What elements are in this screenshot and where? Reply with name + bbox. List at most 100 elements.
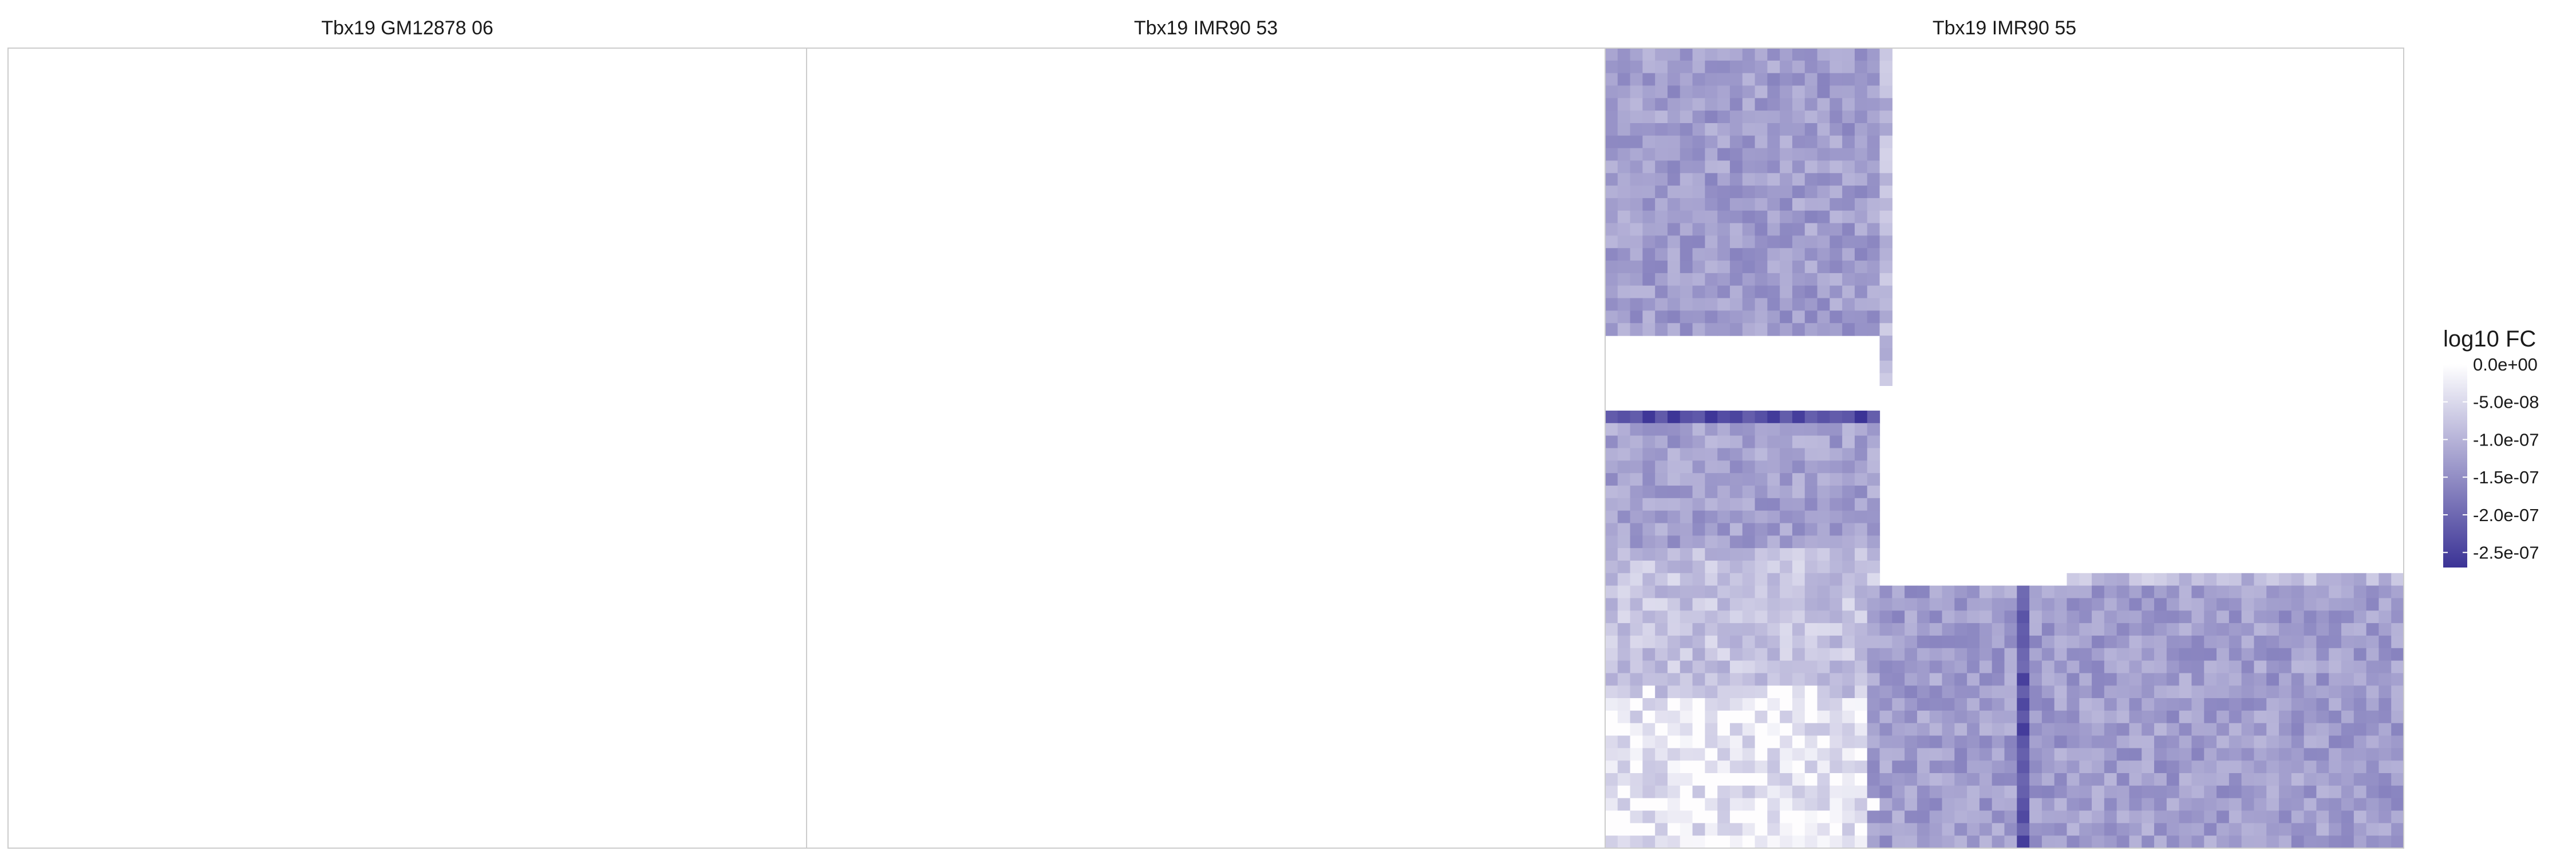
heatmap-cell (1742, 560, 1756, 574)
heatmap-cell (1617, 523, 1631, 536)
heatmap-cell (2154, 761, 2167, 774)
heatmap-cell (2254, 623, 2267, 636)
heatmap-cell (1879, 60, 1893, 74)
heatmap-cell (1867, 198, 1880, 211)
heatmap-cell (2266, 785, 2279, 799)
heatmap-cell (1642, 498, 1656, 511)
heatmap-cell (1692, 785, 1705, 799)
heatmap-cell (1655, 773, 1668, 786)
heatmap-cell (1655, 298, 1668, 311)
heatmap-cell (2391, 685, 2404, 699)
heatmap-cell (1854, 535, 1868, 549)
heatmap-cell (2067, 685, 2080, 699)
heatmap-cell (1929, 598, 1943, 611)
heatmap-cell (1705, 48, 1718, 61)
heatmap-cell (1617, 560, 1631, 574)
heatmap-cell (2017, 735, 2030, 748)
heatmap-cell (1842, 411, 1855, 424)
heatmap-cell (1630, 785, 1643, 799)
heatmap-cell (1879, 798, 1893, 811)
heatmap-cell (1780, 98, 1793, 111)
heatmap-cell (2217, 673, 2230, 686)
heatmap-cell (1992, 823, 2005, 836)
heatmap-cell (2391, 660, 2404, 674)
heatmap-cell (2104, 598, 2117, 611)
heatmap-cell (2092, 735, 2105, 748)
heatmap-cell (1630, 761, 1643, 774)
heatmap-cell (1942, 648, 1955, 661)
heatmap-cell (1867, 186, 1880, 199)
heatmap-cell (1942, 810, 1955, 823)
heatmap-cell (2029, 798, 2042, 811)
heatmap-cell (1717, 460, 1730, 474)
heatmap-cell (1717, 573, 1730, 586)
heatmap-cell (1780, 423, 1793, 436)
heatmap-cell (1967, 585, 1980, 599)
heatmap-cell (1879, 823, 1893, 836)
heatmap-cell (1729, 235, 1743, 249)
heatmap-cell (1967, 823, 1980, 836)
heatmap-cell (1605, 285, 1618, 299)
heatmap-cell (1879, 298, 1893, 311)
heatmap-cell (2179, 685, 2192, 699)
heatmap-cell (1767, 723, 1780, 736)
heatmap-cell (1905, 585, 1918, 599)
heatmap-cell (1642, 135, 1656, 149)
heatmap-cell (1617, 473, 1631, 486)
heatmap-cell (2241, 810, 2255, 823)
heatmap-cell (2179, 810, 2192, 823)
heatmap-cell (2266, 748, 2279, 761)
heatmap-cell (2229, 735, 2242, 748)
heatmap-cell (1717, 610, 1730, 624)
heatmap-cell (1630, 186, 1643, 199)
heatmap-cell (2341, 710, 2354, 724)
heatmap-cell (2229, 598, 2242, 611)
heatmap-cell (1817, 585, 1830, 599)
heatmap-cell (1854, 473, 1868, 486)
heatmap-cell (1842, 60, 1855, 74)
heatmap-cell (2217, 598, 2230, 611)
heatmap-cell (1780, 248, 1793, 261)
heatmap-cell (1705, 648, 1718, 661)
heatmap-cell (1917, 623, 1930, 636)
heatmap-cell (1804, 685, 1818, 699)
heatmap-cell (1817, 323, 1830, 336)
heatmap-cell (1879, 585, 1893, 599)
heatmap-cell (1792, 48, 1805, 61)
heatmap-cell (2291, 598, 2305, 611)
heatmap-cell (1729, 60, 1743, 74)
heatmap-cell (1680, 435, 1693, 449)
heatmap-cell (2379, 685, 2392, 699)
heatmap-cell (1642, 448, 1656, 461)
heatmap-cell (2391, 735, 2404, 748)
heatmap-cell (2254, 635, 2267, 649)
heatmap-cell (1642, 73, 1656, 86)
heatmap-cell (1830, 98, 1843, 111)
heatmap-cell (2041, 836, 2055, 849)
heatmap-cell (1617, 73, 1631, 86)
legend-tick-label: -1.5e-07 (2473, 467, 2539, 487)
heatmap-cell (1642, 510, 1656, 524)
heatmap-cell (2142, 710, 2155, 724)
heatmap-cell (2017, 710, 2030, 724)
heatmap-cell (1667, 735, 1681, 748)
heatmap-cell (1667, 173, 1681, 186)
heatmap-cell (1692, 823, 1705, 836)
heatmap-cell (1854, 273, 1868, 286)
heatmap-cell (1742, 673, 1756, 686)
heatmap-cell (1854, 573, 1868, 586)
heatmap-cell (2329, 698, 2342, 711)
heatmap-cell (2067, 573, 2080, 586)
heatmap-cell (1792, 710, 1805, 724)
heatmap-cell (2079, 810, 2092, 823)
heatmap-cell (2116, 735, 2130, 748)
heatmap-cell (1680, 198, 1693, 211)
heatmap-cell (1617, 735, 1631, 748)
heatmap-cell (1605, 411, 1618, 424)
heatmap-cell (2304, 798, 2317, 811)
heatmap-cell (2029, 773, 2042, 786)
heatmap-cell (1842, 685, 1855, 699)
heatmap-cell (2017, 635, 2030, 649)
heatmap-cell (1767, 223, 1780, 237)
heatmap-cell (1605, 310, 1618, 324)
